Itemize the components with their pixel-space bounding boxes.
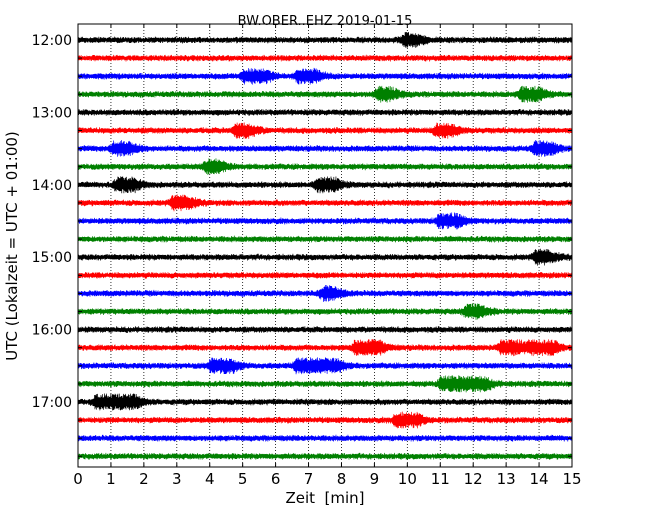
- y-tick-label: 14:00: [32, 178, 72, 194]
- trace-1615: [77, 339, 573, 357]
- x-tick-label: 0: [73, 470, 83, 488]
- x-tick-label: 7: [304, 470, 314, 488]
- trace-1530: [77, 285, 573, 302]
- trace-1415: [77, 194, 573, 212]
- trace-1600: [77, 326, 573, 334]
- trace-1315: [77, 122, 573, 139]
- seismic-traces: [77, 32, 573, 460]
- vertical-grid: [110, 24, 540, 467]
- y-axis-label: UTC (Lokalzeit = UTC + 01:00): [3, 131, 21, 361]
- x-tick-label: 5: [238, 470, 248, 488]
- trace-1230: [77, 67, 573, 85]
- trace-1700: [77, 393, 573, 411]
- y-tick-label: 12:00: [32, 33, 72, 49]
- trace-1545: [77, 303, 573, 320]
- x-tick-label: 14: [530, 470, 549, 488]
- trace-1200: [77, 32, 573, 48]
- x-tick-label: 1: [106, 470, 116, 488]
- x-tick-label: 6: [271, 470, 281, 488]
- x-axis-label: Zeit [min]: [285, 489, 364, 507]
- x-tick-label: 4: [205, 470, 215, 488]
- trace-1730: [77, 434, 573, 442]
- x-tick-label: 11: [431, 470, 450, 488]
- trace-1215: [77, 54, 573, 62]
- y-tick-label: 15:00: [32, 250, 72, 266]
- x-tick-label: 15: [562, 470, 581, 488]
- chart-title: BW.OBER..EHZ 2019-01-15: [238, 14, 413, 29]
- x-axis-ticks: 0 1 2 3 4 5 6 7 8 9 10 11 12 13 14 15: [73, 24, 582, 488]
- x-tick-label: 10: [398, 470, 417, 488]
- x-tick-label: 8: [337, 470, 347, 488]
- trace-1245: [77, 85, 573, 103]
- trace-1445: [77, 235, 573, 243]
- plot-frame: [77, 23, 573, 468]
- trace-1745: [77, 452, 573, 460]
- x-tick-label: 3: [172, 470, 182, 488]
- x-tick-label: 2: [139, 470, 149, 488]
- trace-1345: [77, 158, 573, 175]
- trace-1630: [77, 357, 573, 375]
- y-tick-label: 16:00: [32, 323, 72, 339]
- x-tick-label: 12: [464, 470, 483, 488]
- x-tick-label: 9: [370, 470, 380, 488]
- trace-1715: [77, 411, 573, 429]
- trace-1430: [77, 212, 573, 230]
- trace-1515: [77, 271, 573, 279]
- trace-1400: [77, 176, 573, 194]
- y-axis-ticks: 12:00 13:00 14:00 15:00 16:00 17:00: [32, 33, 572, 457]
- y-tick-label: 13:00: [32, 105, 72, 121]
- trace-1300: [77, 108, 573, 116]
- y-tick-label: 17:00: [32, 395, 72, 411]
- trace-1330: [77, 140, 573, 157]
- trace-1645: [77, 375, 573, 393]
- x-tick-label: 13: [497, 470, 516, 488]
- trace-1500: [77, 248, 573, 266]
